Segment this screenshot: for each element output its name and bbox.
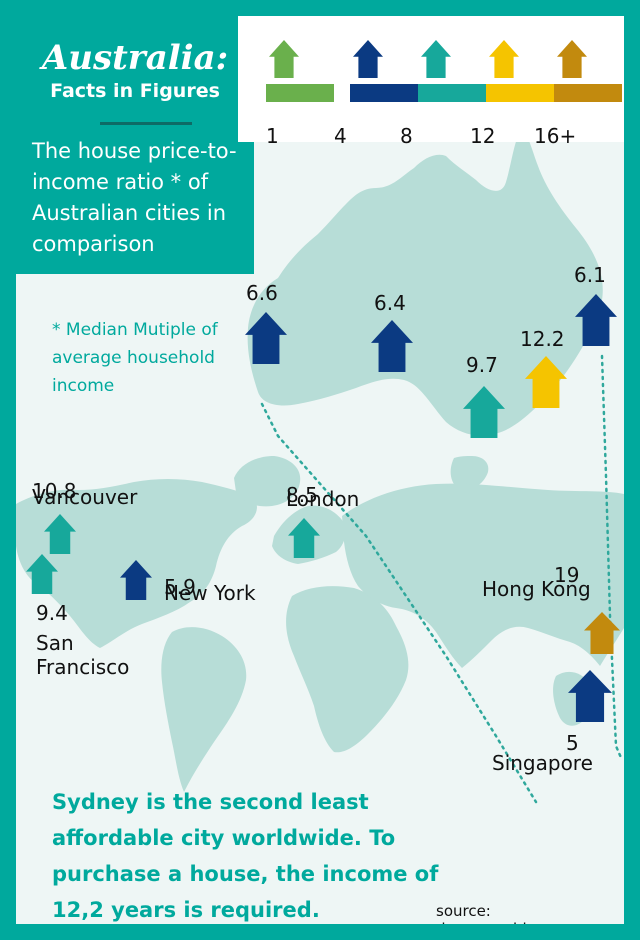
world-city-name-5: Singapore [492, 751, 593, 775]
legend-label-3: 12 [470, 124, 495, 148]
world-city-name-1-line1: San [36, 631, 74, 655]
footnote: * Median Mutiple of average household in… [52, 316, 252, 400]
legend-label-1: 4 [334, 124, 347, 148]
page-subtitle: Facts in Figures [16, 80, 254, 102]
legend-segment-4 [554, 84, 622, 102]
australian-city-value-4: 6.1 [574, 263, 606, 287]
world-city-name-4: Hong Kong [482, 577, 591, 601]
legend-arrows [238, 16, 624, 86]
legend-segment-0 [266, 84, 334, 102]
legend-arrow-icon-3 [489, 40, 519, 78]
title-divider [100, 122, 192, 125]
legend-arrow-icon-0 [269, 40, 299, 78]
australian-city-value-2: 9.7 [466, 353, 498, 377]
australian-city-value-1: 6.4 [374, 291, 406, 315]
legend-segment-3 [486, 84, 554, 102]
legend-arrow-icon-1 [353, 40, 383, 78]
legend-segment-1 [350, 84, 418, 102]
infographic-panel: 6.6 6.4 9.7 12.2 6.1 10.8 Vancouver 9.4 San Franc… [16, 16, 624, 924]
world-city-value-1: 9.4 [36, 601, 68, 625]
australian-city-value-0: 6.6 [246, 281, 278, 305]
legend-segment-2 [418, 84, 486, 102]
south-america-map [161, 627, 246, 792]
source-text: source: demographia.com [436, 902, 624, 924]
australian-city-value-3: 12.2 [520, 327, 565, 351]
page-title: Australia: [16, 38, 254, 78]
world-city-name-0: Vancouver [32, 485, 138, 509]
legend-arrow-icon-2 [421, 40, 451, 78]
legend-label-4: 16+ [534, 124, 576, 148]
legend-label-0: 1 [266, 124, 279, 148]
chart-description: The house price-to- income ratio * of Au… [32, 136, 248, 260]
legend-arrow-icon-4 [557, 40, 587, 78]
world-city-name-2: New York [164, 581, 256, 605]
title-box: Australia: Facts in Figures The house pr… [16, 16, 254, 274]
legend-label-2: 8 [400, 124, 413, 148]
headline-text: Sydney is the second least affordable ci… [52, 784, 492, 924]
world-city-name-3: London [286, 487, 359, 511]
africa-map [286, 586, 408, 752]
world-city-name-1-line2: Francisco [36, 655, 129, 679]
legend: 1 4 8 12 16+ [238, 16, 624, 142]
